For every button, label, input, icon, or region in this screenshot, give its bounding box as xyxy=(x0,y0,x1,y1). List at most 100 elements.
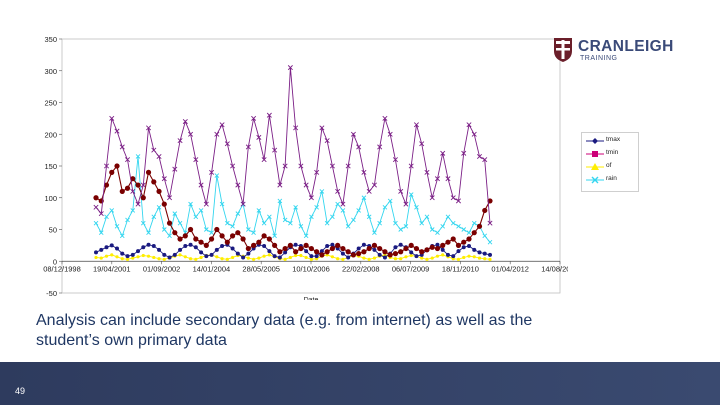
y-tick-label: 0 xyxy=(53,257,57,266)
data-point-rain xyxy=(167,233,172,239)
data-point-of xyxy=(309,257,313,261)
data-point-tmax xyxy=(282,163,288,169)
data-point-tmin xyxy=(325,244,330,249)
data-point-unlabelled xyxy=(476,223,483,229)
data-point-tmin xyxy=(346,255,351,260)
caption-line-1: Analysis can include secondary data (e.g… xyxy=(36,312,533,329)
data-point-tmax xyxy=(146,125,152,131)
data-point-rain xyxy=(235,211,241,216)
data-point-of xyxy=(141,253,145,258)
data-point-tmax xyxy=(198,182,204,188)
series-line-tmin xyxy=(95,244,491,258)
data-point-rain xyxy=(366,214,372,220)
data-point-unlabelled xyxy=(398,249,404,255)
data-point-rain xyxy=(471,220,477,226)
data-point-unlabelled xyxy=(298,245,304,252)
data-point-of xyxy=(146,254,151,258)
data-point-unlabelled xyxy=(293,249,299,255)
data-point-tmax xyxy=(408,163,414,169)
legend-label-tmax: tmax xyxy=(606,136,621,143)
legend-item-tmin: tmin xyxy=(586,149,638,161)
data-point-tmax xyxy=(371,182,377,188)
x-tick-label: 01/09/2002 xyxy=(143,264,181,273)
data-point-of xyxy=(131,256,135,260)
data-point-rain xyxy=(119,233,125,239)
data-point-of xyxy=(362,256,366,260)
data-point-tmax xyxy=(455,198,461,204)
caption-line-2: student’s own primary data xyxy=(36,332,227,349)
data-point-unlabelled xyxy=(377,245,383,252)
data-point-unlabelled xyxy=(151,179,157,185)
data-point-tmax xyxy=(230,163,236,169)
data-point-unlabelled xyxy=(198,239,204,245)
data-point-rain xyxy=(109,208,115,213)
data-point-of xyxy=(257,256,261,260)
data-point-unlabelled xyxy=(382,249,388,255)
data-point-rain xyxy=(482,233,488,239)
data-point-unlabelled xyxy=(114,163,120,169)
x-tick-label: 19/04/2001 xyxy=(93,264,131,273)
data-point-unlabelled xyxy=(471,230,477,236)
chart-legend: tmax tmin of rain xyxy=(581,132,639,192)
data-point-rain xyxy=(450,220,456,226)
data-point-rain xyxy=(361,195,367,201)
data-point-tmin xyxy=(393,245,398,250)
data-point-unlabelled xyxy=(208,236,215,242)
data-point-rain xyxy=(104,214,109,220)
data-point-tmax xyxy=(398,188,404,194)
y-tick-label: 150 xyxy=(44,162,57,171)
data-point-tmax xyxy=(361,169,367,175)
data-point-tmin xyxy=(130,252,135,257)
data-point-tmax xyxy=(119,144,125,150)
data-point-rain xyxy=(172,211,178,216)
data-point-tmax xyxy=(482,157,488,163)
data-point-tmax xyxy=(235,182,241,188)
data-point-unlabelled xyxy=(161,201,167,207)
data-point-unlabelled xyxy=(119,188,125,194)
data-point-tmin xyxy=(488,252,492,257)
data-point-tmin xyxy=(445,252,450,257)
series-line-unlabelled xyxy=(95,164,491,256)
data-point-unlabelled xyxy=(434,245,441,252)
data-point-tmax xyxy=(193,157,199,163)
data-point-rain xyxy=(408,192,414,197)
data-point-of xyxy=(188,257,193,261)
data-point-tmin xyxy=(377,252,382,257)
data-point-unlabelled xyxy=(256,239,262,245)
data-point-tmax xyxy=(424,169,430,175)
data-point-of xyxy=(183,255,187,259)
data-point-tmin xyxy=(104,245,109,250)
data-point-rain xyxy=(345,224,351,229)
data-point-tmin xyxy=(230,246,235,251)
data-point-tmax xyxy=(103,163,110,169)
data-point-rain xyxy=(130,208,136,213)
data-point-tmin xyxy=(293,242,298,247)
logo-subtitle: TRAINING xyxy=(580,55,618,62)
data-point-tmax xyxy=(340,201,346,207)
data-point-rain xyxy=(256,208,262,213)
data-point-unlabelled xyxy=(392,251,399,257)
data-point-rain xyxy=(445,214,451,220)
data-point-of xyxy=(393,257,398,261)
data-point-rain xyxy=(382,204,388,210)
data-point-of xyxy=(225,257,229,261)
crest-icon xyxy=(554,38,572,62)
data-point-tmax xyxy=(245,144,251,150)
data-point-tmin xyxy=(304,249,309,254)
data-point-unlabelled xyxy=(245,245,251,252)
legend-marker-rain xyxy=(586,176,604,184)
data-point-tmax xyxy=(277,182,283,188)
data-point-tmin xyxy=(109,243,114,248)
data-point-unlabelled xyxy=(455,242,462,248)
slide-caption: Analysis can include secondary data (e.g… xyxy=(36,311,676,351)
data-point-tmax xyxy=(382,115,388,121)
data-point-tmax xyxy=(466,122,472,128)
x-axis-title: Date xyxy=(304,297,319,300)
data-point-rain xyxy=(246,227,251,232)
legend-item-tmax: tmax xyxy=(586,136,638,148)
cranleigh-logo: CRANLEIGH TRAINING xyxy=(553,37,683,67)
data-point-rain xyxy=(398,227,404,232)
data-point-rain xyxy=(424,214,430,220)
data-point-rain xyxy=(466,230,472,235)
data-point-rain xyxy=(372,230,377,235)
